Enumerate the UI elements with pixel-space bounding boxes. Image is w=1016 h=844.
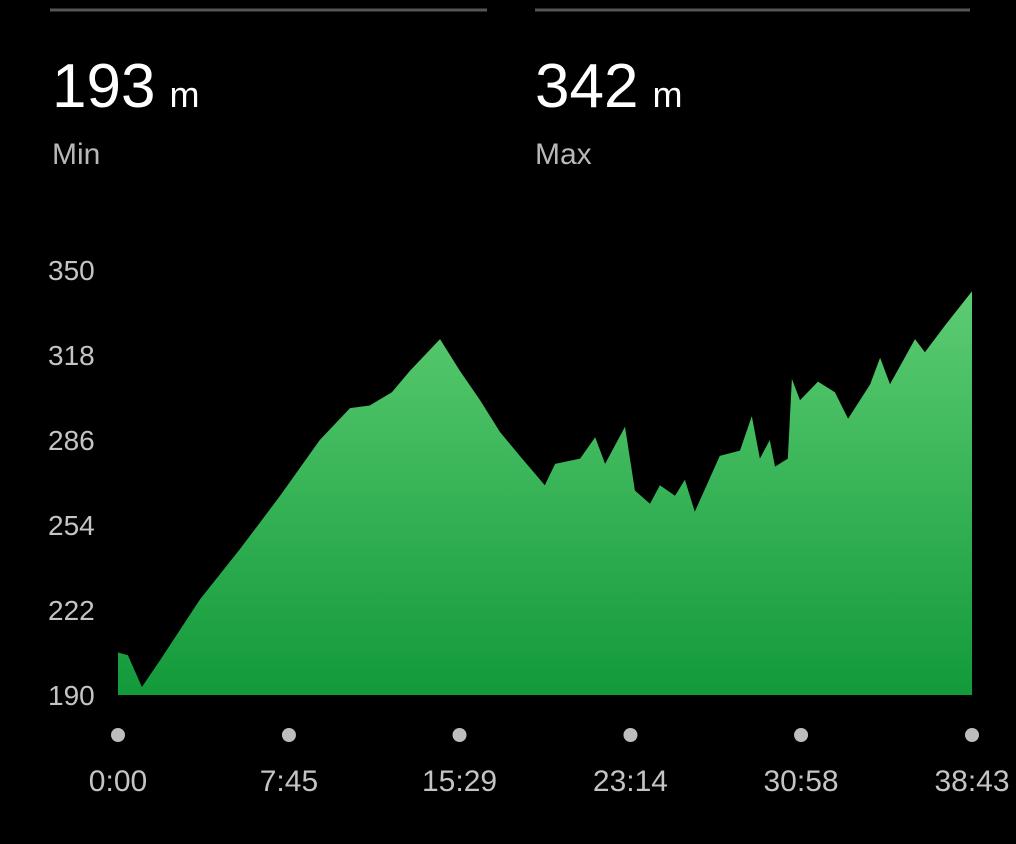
x-tick-label: 7:45 [260, 765, 318, 798]
y-tick-label: 190 [48, 680, 95, 711]
x-tick-dot [452, 728, 467, 742]
y-tick-label: 318 [48, 340, 95, 371]
y-tick-label: 254 [48, 510, 95, 541]
y-tick-label: 222 [48, 595, 95, 626]
x-tick-dot [794, 728, 809, 742]
x-tick-dot [281, 728, 296, 742]
stat-number: 342 [535, 52, 638, 121]
stat-value: 193 m [52, 52, 199, 121]
stat-label: Min [52, 138, 100, 171]
elevation-area [118, 291, 972, 695]
y-tick-label: 350 [48, 255, 95, 286]
stat-unit: m [169, 74, 199, 115]
elevation-chart: 190 222 254 286 318 350 0:00 7:45 15:29 23:14 30:5… [48, 255, 1010, 798]
stat-label: Max [535, 138, 592, 171]
stat-number: 193 [52, 52, 155, 121]
x-tick-dot [965, 728, 979, 742]
x-tick-dot [623, 728, 638, 742]
x-tick-dot [111, 728, 125, 742]
x-tick-label: 30:58 [764, 765, 839, 798]
y-tick-label: 286 [48, 425, 95, 456]
stat-unit: m [652, 74, 682, 115]
x-tick-label: 23:14 [593, 765, 668, 798]
stat-value: 342 m [535, 52, 682, 121]
x-tick-label: 38:43 [934, 765, 1009, 798]
x-tick-label: 0:00 [89, 765, 147, 798]
x-tick-label: 15:29 [422, 765, 497, 798]
